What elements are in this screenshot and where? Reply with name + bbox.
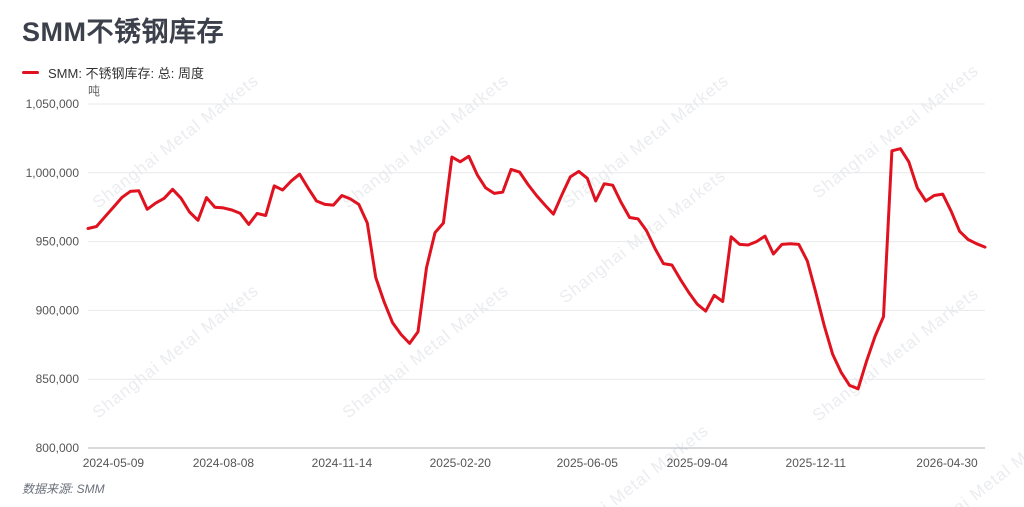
legend-label: SMM: 不锈钢库存: 总: 周度 bbox=[48, 66, 205, 81]
y-axis-tick-label: 1,000,000 bbox=[26, 166, 80, 180]
x-axis-tick-label: 2025-02-20 bbox=[430, 456, 492, 470]
y-axis-tick-label: 800,000 bbox=[36, 441, 80, 455]
y-axis-unit: 吨 bbox=[88, 84, 101, 98]
series-line[interactable] bbox=[86, 147, 987, 391]
x-axis-tick-label: 2025-12-11 bbox=[786, 456, 847, 470]
legend-item[interactable]: SMM: 不锈钢库存: 总: 周度 bbox=[22, 63, 204, 82]
legend-line-icon bbox=[22, 71, 39, 74]
chart-title: SMM不锈钢库存 bbox=[22, 17, 224, 47]
y-axis-tick-label: 850,000 bbox=[36, 372, 80, 386]
x-axis-tick-label: 2026-04-30 bbox=[916, 456, 978, 470]
x-axis-tick-label: 2024-08-08 bbox=[193, 456, 255, 470]
data-source: 数据来源: SMM bbox=[22, 482, 105, 496]
y-axis-tick-label: 1,050,000 bbox=[26, 97, 80, 111]
y-axis-tick-label: 950,000 bbox=[36, 235, 80, 249]
y-axis-tick-label: 900,000 bbox=[36, 303, 80, 317]
x-axis-tick-label: 2024-11-14 bbox=[312, 456, 373, 470]
x-axis-tick-label: 2025-09-04 bbox=[667, 456, 729, 470]
x-axis-tick-label: 2024-05-09 bbox=[83, 456, 145, 470]
x-axis-tick-label: 2025-06-05 bbox=[557, 456, 619, 470]
